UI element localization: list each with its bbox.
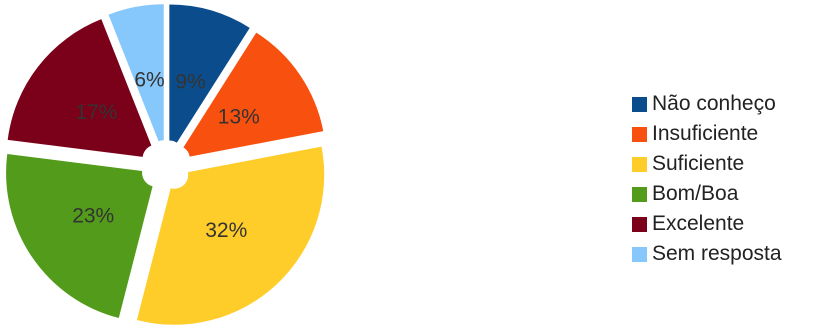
legend-item-suficiente: Suficiente	[632, 149, 782, 179]
legend-swatch	[632, 186, 647, 202]
pie-slice-excelente	[7, 19, 152, 157]
pie-value-label-excelente: 17%	[75, 101, 117, 124]
legend-item-excelente: Excelente	[632, 209, 782, 239]
legend-label: Excelente	[652, 212, 745, 235]
legend-swatch	[632, 96, 647, 112]
pie-value-label-suficiente: 32%	[205, 219, 247, 242]
pie-slice-insuficiente	[183, 32, 324, 157]
pie-slice-bom-boa	[6, 153, 153, 319]
pie-value-labels: 9% 13% 32% 23% 17% 6%	[72, 69, 260, 243]
pie-value-label-sem-resposta: 6%	[134, 69, 164, 92]
legend-label: Bom/Boa	[652, 182, 739, 205]
legend-swatch	[632, 216, 647, 232]
legend-swatch	[632, 126, 647, 142]
pie-slice-nao-conheco	[169, 4, 250, 143]
legend-label: Sem resposta	[652, 242, 782, 265]
legend-item-bom-boa: Bom/Boa	[632, 179, 782, 209]
legend-item-insuficiente: Insuficiente	[632, 119, 782, 149]
legend-label: Não conheço	[652, 92, 776, 115]
legend-item-sem-resposta: Sem resposta	[632, 239, 782, 269]
legend-swatch	[632, 156, 647, 172]
legend: Não conheço Insuficiente Suficiente Bom/…	[632, 89, 782, 269]
legend-label: Insuficiente	[652, 122, 759, 145]
legend-label: Suficiente	[652, 152, 745, 175]
pie-slice-sem-resposta	[108, 4, 164, 142]
pie-slices	[6, 4, 325, 325]
pie-value-label-insuficiente: 13%	[218, 106, 260, 129]
legend-swatch	[632, 246, 647, 262]
pie-slice-suficiente	[136, 146, 325, 325]
pie-value-label-nao-conheco: 9%	[175, 70, 205, 93]
legend-item-nao-conheco: Não conheço	[632, 89, 782, 119]
pie-value-label-bom-boa: 23%	[72, 204, 114, 227]
